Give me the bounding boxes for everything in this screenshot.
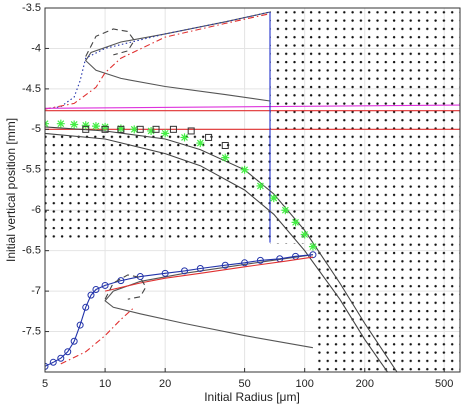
- marker: [161, 129, 170, 138]
- marker: [92, 285, 100, 293]
- marker: [70, 337, 78, 345]
- y-axis-label: Initial vertical position [mm]: [4, 118, 18, 262]
- plot-frame: [44, 7, 461, 373]
- marker: [101, 125, 109, 133]
- marker: [130, 125, 139, 134]
- marker: [161, 269, 169, 277]
- marker: [196, 139, 205, 148]
- marker: [291, 218, 300, 227]
- series-line: [60, 306, 135, 365]
- marker: [309, 251, 317, 259]
- marker: [169, 125, 177, 133]
- dot-region: [45, 132, 270, 242]
- y-tick-label: -3.5: [22, 2, 41, 14]
- x-axis-label: Initial Radius [μm]: [204, 390, 300, 404]
- marker: [221, 153, 230, 162]
- series-line: [45, 126, 398, 372]
- marker: [81, 121, 90, 130]
- x-tick-label: 5: [42, 378, 48, 390]
- marker: [101, 122, 110, 131]
- series-line: [85, 28, 135, 57]
- y-tick-label: -6.5: [22, 245, 41, 257]
- marker: [147, 126, 156, 135]
- series-line: [45, 132, 388, 372]
- marks: [45, 11, 460, 372]
- marker: [49, 358, 57, 366]
- x-tick-label: 100: [296, 378, 314, 390]
- series-line: [45, 11, 271, 110]
- marker: [117, 125, 125, 133]
- dot-region: [270, 8, 460, 244]
- marker: [281, 206, 290, 215]
- marker: [256, 256, 264, 264]
- x-tick-label: 50: [238, 378, 250, 390]
- marker: [181, 267, 189, 275]
- series-line: [104, 256, 313, 292]
- marker: [240, 165, 249, 174]
- x-tick-label: 10: [99, 378, 111, 390]
- marker: [187, 127, 195, 135]
- series-line: [45, 104, 460, 109]
- y-tick-label: -5: [31, 123, 41, 135]
- marker: [70, 120, 79, 129]
- marker: [269, 194, 278, 203]
- marker: [76, 321, 84, 329]
- marker: [152, 125, 160, 133]
- y-tick-label: -7.5: [22, 325, 41, 337]
- series-line: [45, 13, 271, 110]
- marker: [82, 125, 90, 133]
- x-tick-label: 500: [435, 378, 453, 390]
- series-line: [104, 254, 313, 349]
- marker: [82, 303, 90, 311]
- x-tick-label: 20: [159, 378, 171, 390]
- marker: [241, 259, 249, 267]
- y-tick-label: -5.5: [22, 164, 41, 176]
- marker: [91, 122, 100, 131]
- marker: [256, 181, 265, 190]
- marker: [308, 242, 317, 251]
- series-line: [45, 254, 313, 367]
- marker: [136, 125, 144, 133]
- marker: [56, 119, 65, 128]
- marker: [196, 264, 204, 272]
- y-tick-label: -6: [31, 204, 41, 216]
- dot-region: [313, 244, 460, 372]
- x-tick-label: 200: [356, 378, 374, 390]
- marker: [300, 230, 309, 239]
- marker: [87, 291, 95, 299]
- marker: [101, 281, 109, 289]
- marker: [205, 133, 213, 141]
- labels: 5 10 20 50 100 200 500 -3.5 -4 -4.5 -5 -5.5 -6 -6.5 -7…: [22, 2, 453, 390]
- y-tick-label: -7: [31, 285, 41, 297]
- marker: [221, 261, 229, 269]
- marker: [57, 354, 65, 362]
- y-tick-label: -4.5: [22, 83, 41, 95]
- marker: [180, 133, 189, 142]
- marker: [116, 124, 125, 133]
- marker: [221, 142, 229, 150]
- y-tick-label: -4: [31, 42, 41, 54]
- marker: [45, 362, 49, 370]
- marker: [64, 348, 72, 356]
